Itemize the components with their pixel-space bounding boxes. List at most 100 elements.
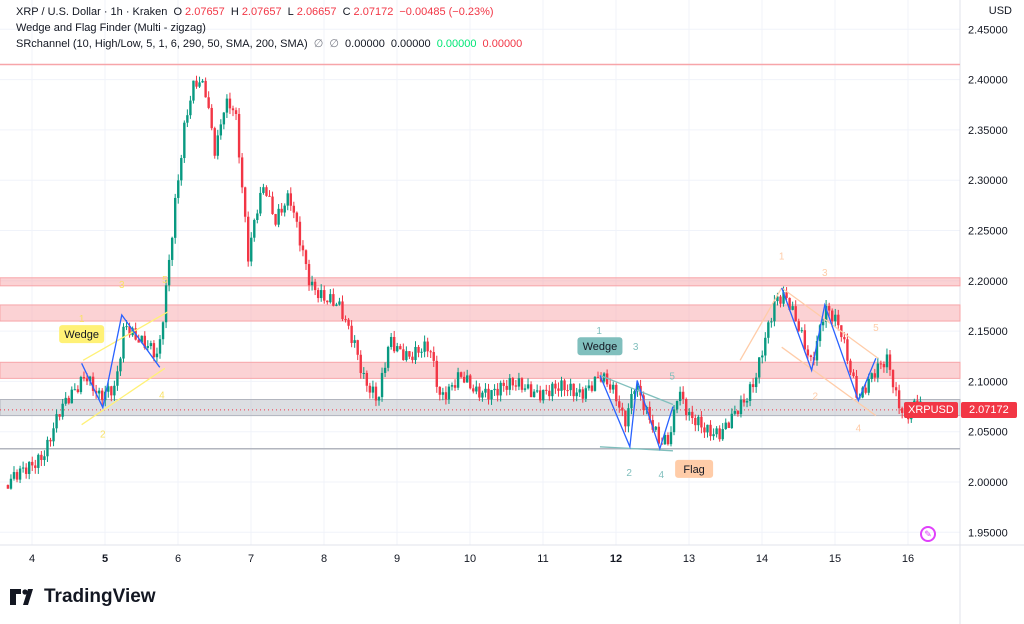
candle-body (161, 322, 165, 340)
candle-body (389, 336, 393, 347)
candle-body (368, 385, 372, 393)
candle-body (551, 383, 554, 397)
candle-body (140, 335, 143, 343)
zigzag-point-label: 4 (658, 470, 664, 481)
price-tick-label: 2.00000 (968, 477, 1008, 489)
candle-body (9, 478, 13, 489)
candle-body (225, 98, 229, 113)
candle-body (557, 388, 560, 391)
candle-body (210, 107, 213, 129)
candle-body (24, 467, 28, 474)
candle-body (499, 382, 502, 396)
sr-zone (0, 277, 961, 287)
candle-body (323, 290, 326, 301)
candle-body (307, 264, 311, 286)
candle-body (514, 385, 518, 387)
zigzag-point-label: 2 (100, 430, 106, 441)
candle-body (608, 384, 612, 390)
candle-body (502, 382, 505, 386)
time-tick-label: 4 (29, 553, 35, 565)
candle-body (885, 354, 889, 368)
candle-body (88, 376, 92, 382)
candle-body (663, 434, 667, 445)
replay-icon[interactable]: ✎ (920, 526, 936, 542)
candle-body (444, 392, 448, 400)
candle-body (362, 372, 365, 374)
candle-body (137, 339, 140, 343)
indicator-wedge-flag[interactable]: Wedge and Flag Finder (Multi - zigzag) (16, 22, 206, 34)
candle-body (189, 100, 192, 116)
candle-body (636, 385, 639, 392)
indicator-srchannel[interactable]: SRchannel (10, High/Low, 5, 1, 6, 290, 5… (16, 38, 523, 50)
candle-body (794, 306, 797, 322)
candle-body (76, 389, 80, 393)
candle-body (748, 384, 752, 401)
candle-body (815, 341, 819, 361)
sr-zone (0, 361, 961, 379)
candle-body (511, 378, 515, 386)
pattern-label-box (675, 459, 714, 478)
candle-body (110, 386, 113, 396)
zigzag-point-label: 3 (119, 280, 125, 291)
candle-body (414, 346, 417, 361)
candle-body (837, 314, 840, 326)
tradingview-logo[interactable]: TradingView (10, 586, 156, 608)
candle-body (754, 377, 758, 388)
candle-body (298, 221, 302, 246)
candle-body (782, 292, 785, 304)
candle-body (688, 411, 691, 415)
candle-body (824, 306, 828, 322)
candle-body (554, 383, 557, 389)
candle-body (332, 294, 335, 306)
candle-body (183, 122, 186, 159)
candle-body (478, 386, 481, 398)
candle-body (505, 385, 508, 390)
pattern-boundary-line (82, 311, 169, 361)
candle-body (122, 326, 125, 359)
candle-body (234, 110, 238, 114)
candle-body (648, 406, 651, 420)
candle-body (441, 392, 445, 395)
candle-body (849, 360, 852, 373)
candle-body (797, 321, 800, 331)
candle-body (365, 372, 369, 386)
candle-body (539, 390, 542, 401)
candle-body (256, 213, 259, 220)
symbol-tag: XRPUSD (904, 402, 958, 418)
candle-body (347, 319, 350, 326)
candle-body (383, 367, 387, 373)
candle-body (356, 340, 359, 355)
candle-body (882, 363, 886, 368)
candle-body (70, 389, 73, 404)
candle-body (712, 434, 715, 437)
candle-body (590, 385, 594, 391)
symbol-title[interactable]: XRP / U.S. Dollar · 1h · Kraken (16, 6, 168, 18)
candle-body (271, 196, 274, 215)
candle-body (846, 339, 849, 361)
price-tick-label: 2.35000 (968, 125, 1008, 137)
candle-body (773, 301, 776, 322)
candle-body (855, 376, 858, 398)
zigzag-line (81, 313, 161, 410)
candle-body (164, 285, 168, 323)
pattern-boundary-line (781, 287, 879, 359)
candle-body (396, 346, 399, 352)
candle-body (709, 424, 712, 437)
time-tick-label: 15 (829, 553, 841, 565)
candle-body (329, 294, 332, 303)
low-value: 2.06657 (296, 6, 337, 18)
candle-body (548, 390, 551, 397)
candle-body (715, 428, 718, 435)
candle-body (523, 388, 527, 390)
candle-body (751, 384, 755, 388)
candle-body (438, 386, 442, 395)
candle-body (426, 341, 429, 352)
candle-body (776, 296, 779, 302)
currency-label[interactable]: USD (988, 5, 1012, 17)
candle-body (733, 411, 737, 414)
close-value: 2.07172 (353, 6, 394, 18)
candle-body (58, 414, 61, 417)
candle-body (894, 387, 898, 391)
legend: XRP / U.S. Dollar · 1h · Kraken O 2.07657… (16, 4, 525, 52)
